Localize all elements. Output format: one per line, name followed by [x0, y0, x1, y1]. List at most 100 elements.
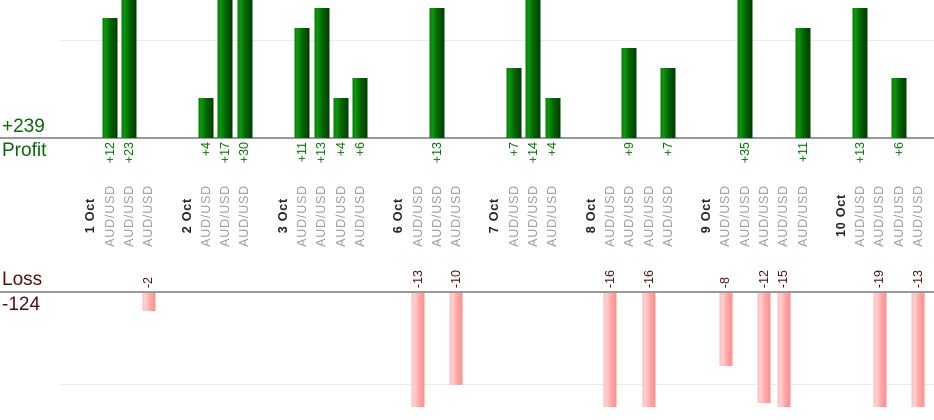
trade-column: +11 AUD/USD: [793, 0, 812, 420]
date-label-box: 10 Oct: [832, 183, 851, 248]
symbol-label: AUD/USD: [737, 184, 752, 247]
symbol-label: AUD/USD: [872, 184, 887, 247]
profit-value-label-box: +9: [620, 142, 639, 184]
symbol-label: AUD/USD: [333, 184, 348, 247]
loss-bar: [642, 293, 656, 407]
profit-bar-area: [851, 0, 870, 138]
profit-value-label: +4: [333, 142, 348, 157]
profit-bar-area: [293, 0, 312, 138]
profit-value-label: +9: [622, 142, 637, 157]
profit-value-label-box: +13: [427, 142, 446, 184]
profit-value-label: +13: [853, 142, 868, 164]
day-group: 7 Oct +7 AUD/USD +14 AUD/USD +4 AUD/USD: [485, 0, 562, 420]
profit-value-label-box: +4: [331, 142, 350, 184]
symbol-label-box: AUD/USD: [235, 183, 254, 248]
profit-value-label-box: +13: [851, 142, 870, 184]
profit-bar: [333, 98, 349, 138]
day-group: 8 Oct -16 AUD/USD +9 AUD/USD -16 AUD/USD +7 AUD/…: [581, 0, 677, 420]
symbol-label: AUD/USD: [641, 184, 656, 247]
profit-bar-area: [504, 0, 523, 138]
loss-value-label-box: -12: [755, 244, 774, 288]
trade-column: +9 AUD/USD: [620, 0, 639, 420]
symbol-label-box: AUD/USD: [351, 183, 370, 248]
loss-value-label: -13: [410, 269, 425, 288]
symbol-label: AUD/USD: [352, 184, 367, 247]
profit-axis-label: Profit: [2, 140, 47, 161]
profit-value-label: +17: [218, 142, 233, 164]
profit-bar-area: [120, 0, 139, 138]
date-column: 1 Oct: [81, 0, 100, 420]
profit-bar-area: [793, 0, 812, 138]
symbol-label-box: AUD/USD: [331, 183, 350, 248]
profit-bar: [121, 0, 137, 138]
profit-value-label: +30: [237, 142, 252, 164]
day-group: 1 Oct +12 AUD/USD +23 AUD/USD -2 AUD/USD: [81, 0, 158, 420]
date-label: 2 Oct: [179, 197, 194, 234]
profit-bar: [891, 78, 907, 138]
symbol-label-box: AUD/USD: [870, 183, 889, 248]
trade-column: +6 AUD/USD: [351, 0, 370, 420]
day-group: 6 Oct -13 AUD/USD +13 AUD/USD -10 AUD/USD: [389, 0, 466, 420]
profit-bar: [545, 98, 561, 138]
symbol-label-box: AUD/USD: [793, 183, 812, 248]
profit-bar: [525, 0, 541, 138]
trade-column: -19 AUD/USD: [870, 0, 889, 420]
loss-value-label: -19: [872, 269, 887, 288]
date-label: 8 Oct: [583, 197, 598, 234]
loss-value-label-box: -8: [716, 244, 735, 288]
loss-value-label-box: -19: [870, 244, 889, 288]
date-label: 3 Oct: [275, 197, 290, 234]
symbol-label-box: AUD/USD: [774, 183, 793, 248]
loss-bar: [777, 293, 791, 407]
profit-baseline: [0, 137, 934, 139]
profit-value-label-box: +13: [312, 142, 331, 184]
profit-bar-area: [620, 0, 639, 138]
symbol-label-box: AUD/USD: [408, 183, 427, 248]
symbol-label-box: AUD/USD: [427, 183, 446, 248]
date-column: 3 Oct: [273, 0, 292, 420]
profit-bar: [852, 8, 868, 138]
profit-value-label-box: +7: [658, 142, 677, 184]
date-column: 9 Oct: [697, 0, 716, 420]
loss-value-label-box: -10: [447, 244, 466, 288]
symbol-label-box: AUD/USD: [100, 183, 119, 248]
profit-value-label-box: +23: [120, 142, 139, 184]
profit-bar: [198, 98, 214, 138]
loss-value-label-box: -2: [139, 244, 158, 288]
loss-value-label: -12: [757, 269, 771, 288]
date-label: 9 Oct: [699, 197, 714, 234]
loss-bar-area: [447, 293, 466, 407]
trade-column: -16 AUD/USD: [639, 0, 658, 420]
trade-column: -13 AUD/USD: [408, 0, 427, 420]
profit-value-label: +6: [891, 142, 906, 157]
loss-bar-area: [774, 293, 793, 407]
profit-value-label: +7: [506, 142, 521, 157]
profit-bar-area: [351, 0, 370, 138]
symbol-label-box: AUD/USD: [543, 183, 562, 248]
date-label-box: 6 Oct: [389, 183, 408, 248]
profit-value-label-box: +11: [293, 142, 312, 184]
profit-bar-area: [427, 0, 446, 138]
trade-column: +12 AUD/USD: [100, 0, 119, 420]
day-group: 10 Oct +13 AUD/USD -19 AUD/USD +6 AUD/USD -13 AU…: [832, 0, 928, 420]
symbol-label-box: AUD/USD: [716, 183, 735, 248]
date-column: 2 Oct: [177, 0, 196, 420]
symbol-label-box: AUD/USD: [851, 183, 870, 248]
profit-bar: [217, 0, 233, 138]
loss-value-label: -10: [449, 269, 464, 288]
loss-baseline: [0, 291, 934, 293]
trade-column: +4 AUD/USD: [196, 0, 215, 420]
loss-value-label: -16: [641, 269, 656, 288]
loss-value-label-box: -13: [909, 244, 928, 288]
symbol-label-box: AUD/USD: [216, 183, 235, 248]
profit-bar-area: [100, 0, 119, 138]
profit-value-label: +4: [545, 142, 560, 157]
loss-bar-area: [139, 293, 158, 407]
date-label: 1 Oct: [83, 197, 98, 234]
profit-value-label-box: +30: [235, 142, 254, 184]
date-label-box: 2 Oct: [177, 183, 196, 248]
loss-value-label: -2: [141, 276, 156, 288]
profit-gridline: [60, 40, 934, 41]
profit-bar: [429, 8, 445, 138]
profit-bar-area: [735, 0, 754, 138]
